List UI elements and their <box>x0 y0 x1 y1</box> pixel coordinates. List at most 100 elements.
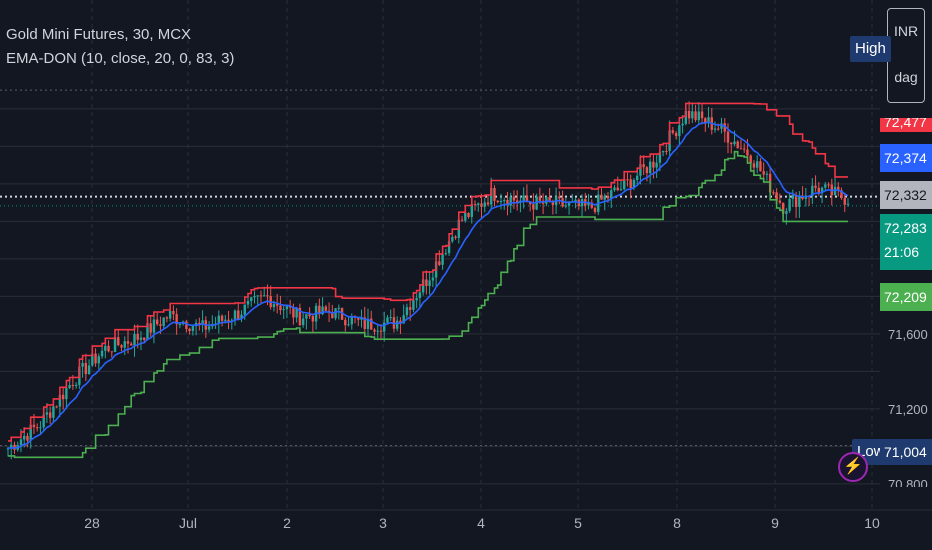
candle-body <box>357 317 360 320</box>
candle-body <box>778 200 782 203</box>
candle-body <box>370 318 373 330</box>
candle-body <box>820 187 824 194</box>
candle-body <box>503 199 506 201</box>
candle-body <box>162 317 165 326</box>
indicator-legend[interactable]: EMA-DON (10, close, 20, 0, 83, 3) <box>6 50 235 67</box>
candle-body <box>39 427 42 429</box>
candle-body <box>477 203 480 205</box>
candle-body <box>217 315 221 324</box>
candle-body <box>32 424 36 428</box>
candle-body <box>694 111 697 121</box>
candle-body <box>178 323 182 325</box>
symbol-legend[interactable]: Gold Mini Futures, 30, MCX <box>6 26 192 43</box>
candle-body <box>447 241 451 254</box>
candle-body <box>431 277 435 281</box>
ema-line <box>7 121 849 450</box>
candle-body <box>155 319 159 325</box>
candle-body <box>733 141 736 145</box>
candle-body <box>658 152 662 163</box>
candle-body <box>253 296 256 298</box>
candle-body <box>811 185 814 196</box>
candle-body <box>730 142 733 145</box>
candle-body <box>94 353 97 364</box>
candle-body <box>165 317 169 319</box>
candle-body <box>723 123 726 132</box>
candle-body <box>123 341 126 348</box>
candle-body <box>451 236 454 242</box>
candle-body <box>713 128 717 130</box>
candle-body <box>292 307 295 318</box>
candle-body <box>172 311 175 315</box>
candle-body <box>318 305 321 315</box>
candle-body <box>798 196 801 207</box>
high-label: High <box>850 36 891 62</box>
candle-body <box>321 306 324 315</box>
candle-body <box>785 210 788 214</box>
candle-body <box>444 253 448 255</box>
candle-body <box>279 305 282 311</box>
candle-body <box>678 125 681 137</box>
donchian-upper-line <box>8 102 848 442</box>
candle-body <box>846 203 850 205</box>
candle-body <box>707 117 710 124</box>
x-tick-label: 4 <box>477 515 485 531</box>
candle-body <box>743 148 746 150</box>
candle-body <box>139 337 143 340</box>
candle-body <box>29 424 32 441</box>
candle-body <box>227 319 230 322</box>
candle-body <box>136 333 139 340</box>
candle-body <box>415 297 418 301</box>
last-price-tag: 72,283 21:06 <box>880 214 932 270</box>
candle-body <box>55 406 58 408</box>
candle-body <box>421 279 425 293</box>
currency-unit-button[interactable]: INR dag <box>887 8 925 103</box>
candle-body <box>146 323 149 340</box>
candle-body <box>626 179 629 181</box>
candle-body <box>389 317 392 319</box>
candle-body <box>587 202 590 206</box>
candle-body <box>755 161 759 168</box>
candle-body <box>535 196 538 210</box>
y-tick-label: 71,600 <box>888 327 928 342</box>
candle-body <box>665 150 668 152</box>
candle-body <box>68 384 71 389</box>
x-tick-label: 10 <box>864 515 880 531</box>
candle-body <box>593 207 597 212</box>
candle-body <box>243 304 246 315</box>
candle-body <box>301 318 305 326</box>
candle-body <box>61 394 65 400</box>
candle-body <box>45 412 49 415</box>
candle-body <box>110 351 113 353</box>
candle-body <box>344 319 347 326</box>
candle-body <box>250 297 253 302</box>
candle-body <box>240 314 243 319</box>
candle-body <box>71 384 75 386</box>
candle-body <box>661 150 665 153</box>
candle-body <box>506 199 509 206</box>
candle-body <box>759 161 762 172</box>
candle-body <box>632 180 636 188</box>
candle-body <box>412 300 415 310</box>
ema-price-tag: 72,374 <box>880 144 932 172</box>
candle-body <box>804 195 808 199</box>
candle-body <box>490 188 493 205</box>
candle-body <box>639 164 642 176</box>
candle-body <box>295 307 298 318</box>
candle-body <box>720 123 723 129</box>
candle-body <box>814 185 817 188</box>
candle-body <box>91 353 94 366</box>
candles <box>6 101 850 460</box>
current-price-tag: 72,332 <box>880 181 932 209</box>
candle-body <box>684 110 688 124</box>
candle-body <box>383 322 386 332</box>
candle-body <box>645 167 649 174</box>
candle-body <box>133 333 136 346</box>
candle-body <box>483 202 486 207</box>
candle-body <box>561 198 564 207</box>
candle-body <box>509 196 512 206</box>
candle-body <box>386 317 389 323</box>
candle-body <box>558 196 561 199</box>
candle-body <box>259 295 263 297</box>
flash-icon[interactable]: ⚡ <box>838 452 868 482</box>
